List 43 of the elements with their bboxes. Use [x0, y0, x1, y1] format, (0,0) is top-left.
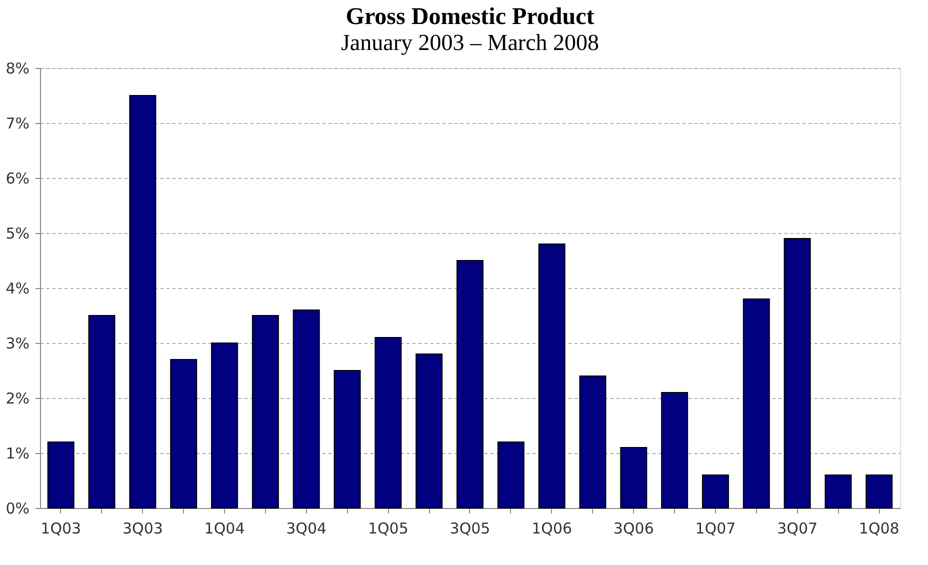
y-tick-label: 3% [6, 334, 30, 352]
x-tick-label: 3Q07 [777, 520, 818, 538]
bar [374, 337, 402, 508]
x-tick-label: 1Q08 [858, 520, 900, 538]
bar [620, 447, 648, 508]
chart-title: Gross Domestic Product [346, 4, 594, 30]
x-tick-label: 3Q05 [450, 520, 490, 538]
bar [334, 370, 361, 508]
x-tick-label: 3Q04 [286, 520, 327, 538]
bar [661, 392, 688, 508]
x-tick-label: 3Q06 [613, 520, 654, 538]
y-tick-label: 2% [6, 390, 30, 408]
bar [579, 376, 606, 508]
y-tick-label: 4% [6, 280, 30, 298]
y-tick-label: 8% [6, 60, 30, 78]
bar [784, 238, 811, 508]
bar [252, 315, 279, 508]
bar [292, 310, 320, 508]
bar [416, 354, 443, 508]
x-tick-label: 1Q06 [532, 520, 572, 538]
bar [88, 315, 116, 508]
bar [456, 260, 484, 508]
x-tick-label: 1Q04 [204, 520, 245, 538]
x-tick-label: 1Q03 [40, 520, 82, 538]
bar [129, 95, 156, 508]
y-tick-label: 5% [6, 224, 30, 242]
x-tick-label: 1Q07 [695, 520, 736, 538]
bar [824, 474, 852, 508]
bar [742, 298, 770, 508]
x-tick-label: 3Q03 [122, 520, 163, 538]
bar [497, 442, 524, 508]
y-tick-label: 6% [6, 170, 30, 188]
bar [211, 342, 238, 508]
y-tick-label: 1% [6, 444, 30, 462]
y-tick-label: 7% [6, 114, 30, 132]
bar [170, 359, 198, 508]
bar [702, 474, 729, 508]
bar [47, 442, 74, 508]
bar [538, 244, 566, 508]
y-tick-label: 0% [6, 500, 30, 518]
chart-subtitle: January 2003 – March 2008 [340, 30, 600, 55]
bar [866, 474, 893, 508]
x-tick-label: 1Q05 [368, 520, 408, 538]
